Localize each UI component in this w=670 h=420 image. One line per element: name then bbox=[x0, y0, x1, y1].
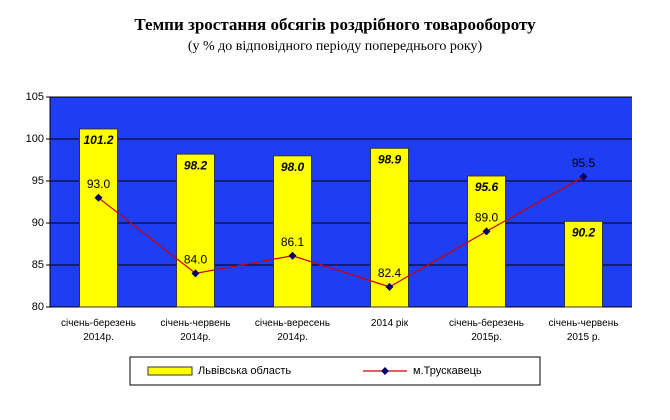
line-value-label: 84.0 bbox=[184, 253, 208, 267]
y-tick-label: 80 bbox=[32, 301, 44, 313]
y-tick-label: 100 bbox=[26, 133, 44, 145]
bar bbox=[370, 147, 409, 308]
chart-title: Темпи зростання обсягів роздрібного това… bbox=[134, 15, 536, 34]
legend-box bbox=[129, 356, 541, 386]
bar-value-label: 90.2 bbox=[572, 225, 596, 239]
legend-swatch bbox=[381, 367, 389, 375]
line-value-label: 82.4 bbox=[378, 266, 402, 280]
x-tick-label: січень-березень 2014р. bbox=[61, 317, 136, 343]
bar bbox=[467, 175, 506, 308]
bar bbox=[176, 153, 215, 308]
y-tick-label: 85 bbox=[32, 259, 44, 271]
x-tick-label: січень-березень 2015р. bbox=[449, 317, 524, 343]
bar-value-label: 101.2 bbox=[83, 133, 113, 147]
bar bbox=[564, 220, 603, 308]
x-tick-label: січень-червень 2015 р. bbox=[549, 318, 619, 343]
line-marker bbox=[191, 269, 200, 278]
legend-swatch bbox=[147, 366, 193, 376]
bar-value-label: 98.9 bbox=[378, 152, 402, 166]
bar bbox=[273, 155, 312, 308]
y-tick-label: 95 bbox=[32, 175, 44, 187]
chart-subtitle: (у % до відповідного періоду попередньог… bbox=[188, 39, 483, 54]
x-tick-label: січень-вересень 2014р. bbox=[255, 318, 330, 343]
line-marker bbox=[288, 251, 297, 260]
bar-value-label: 95.6 bbox=[475, 180, 499, 194]
line-value-label: 95.5 bbox=[572, 156, 596, 170]
y-tick-label: 90 bbox=[32, 217, 44, 229]
x-tick-label: січень-червень 2014р. bbox=[161, 318, 231, 343]
line-value-label: 93.0 bbox=[87, 177, 111, 191]
line bbox=[98, 176, 584, 288]
bar-value-label: 98.0 bbox=[281, 160, 305, 174]
line-marker bbox=[94, 193, 103, 202]
x-tick-label: 2014 рік bbox=[371, 318, 409, 329]
line-marker bbox=[385, 282, 394, 291]
legend-label: Львівська область bbox=[198, 365, 291, 377]
legend-label: м.Трускавець bbox=[413, 365, 482, 377]
plot-area bbox=[50, 97, 632, 307]
line-marker bbox=[482, 227, 491, 236]
line-marker bbox=[579, 172, 588, 181]
bar bbox=[79, 128, 118, 308]
line-value-label: 89.0 bbox=[475, 211, 499, 225]
y-tick-label: 105 bbox=[26, 91, 44, 103]
line-value-label: 86.1 bbox=[281, 235, 305, 249]
bar-value-label: 98.2 bbox=[184, 158, 208, 172]
